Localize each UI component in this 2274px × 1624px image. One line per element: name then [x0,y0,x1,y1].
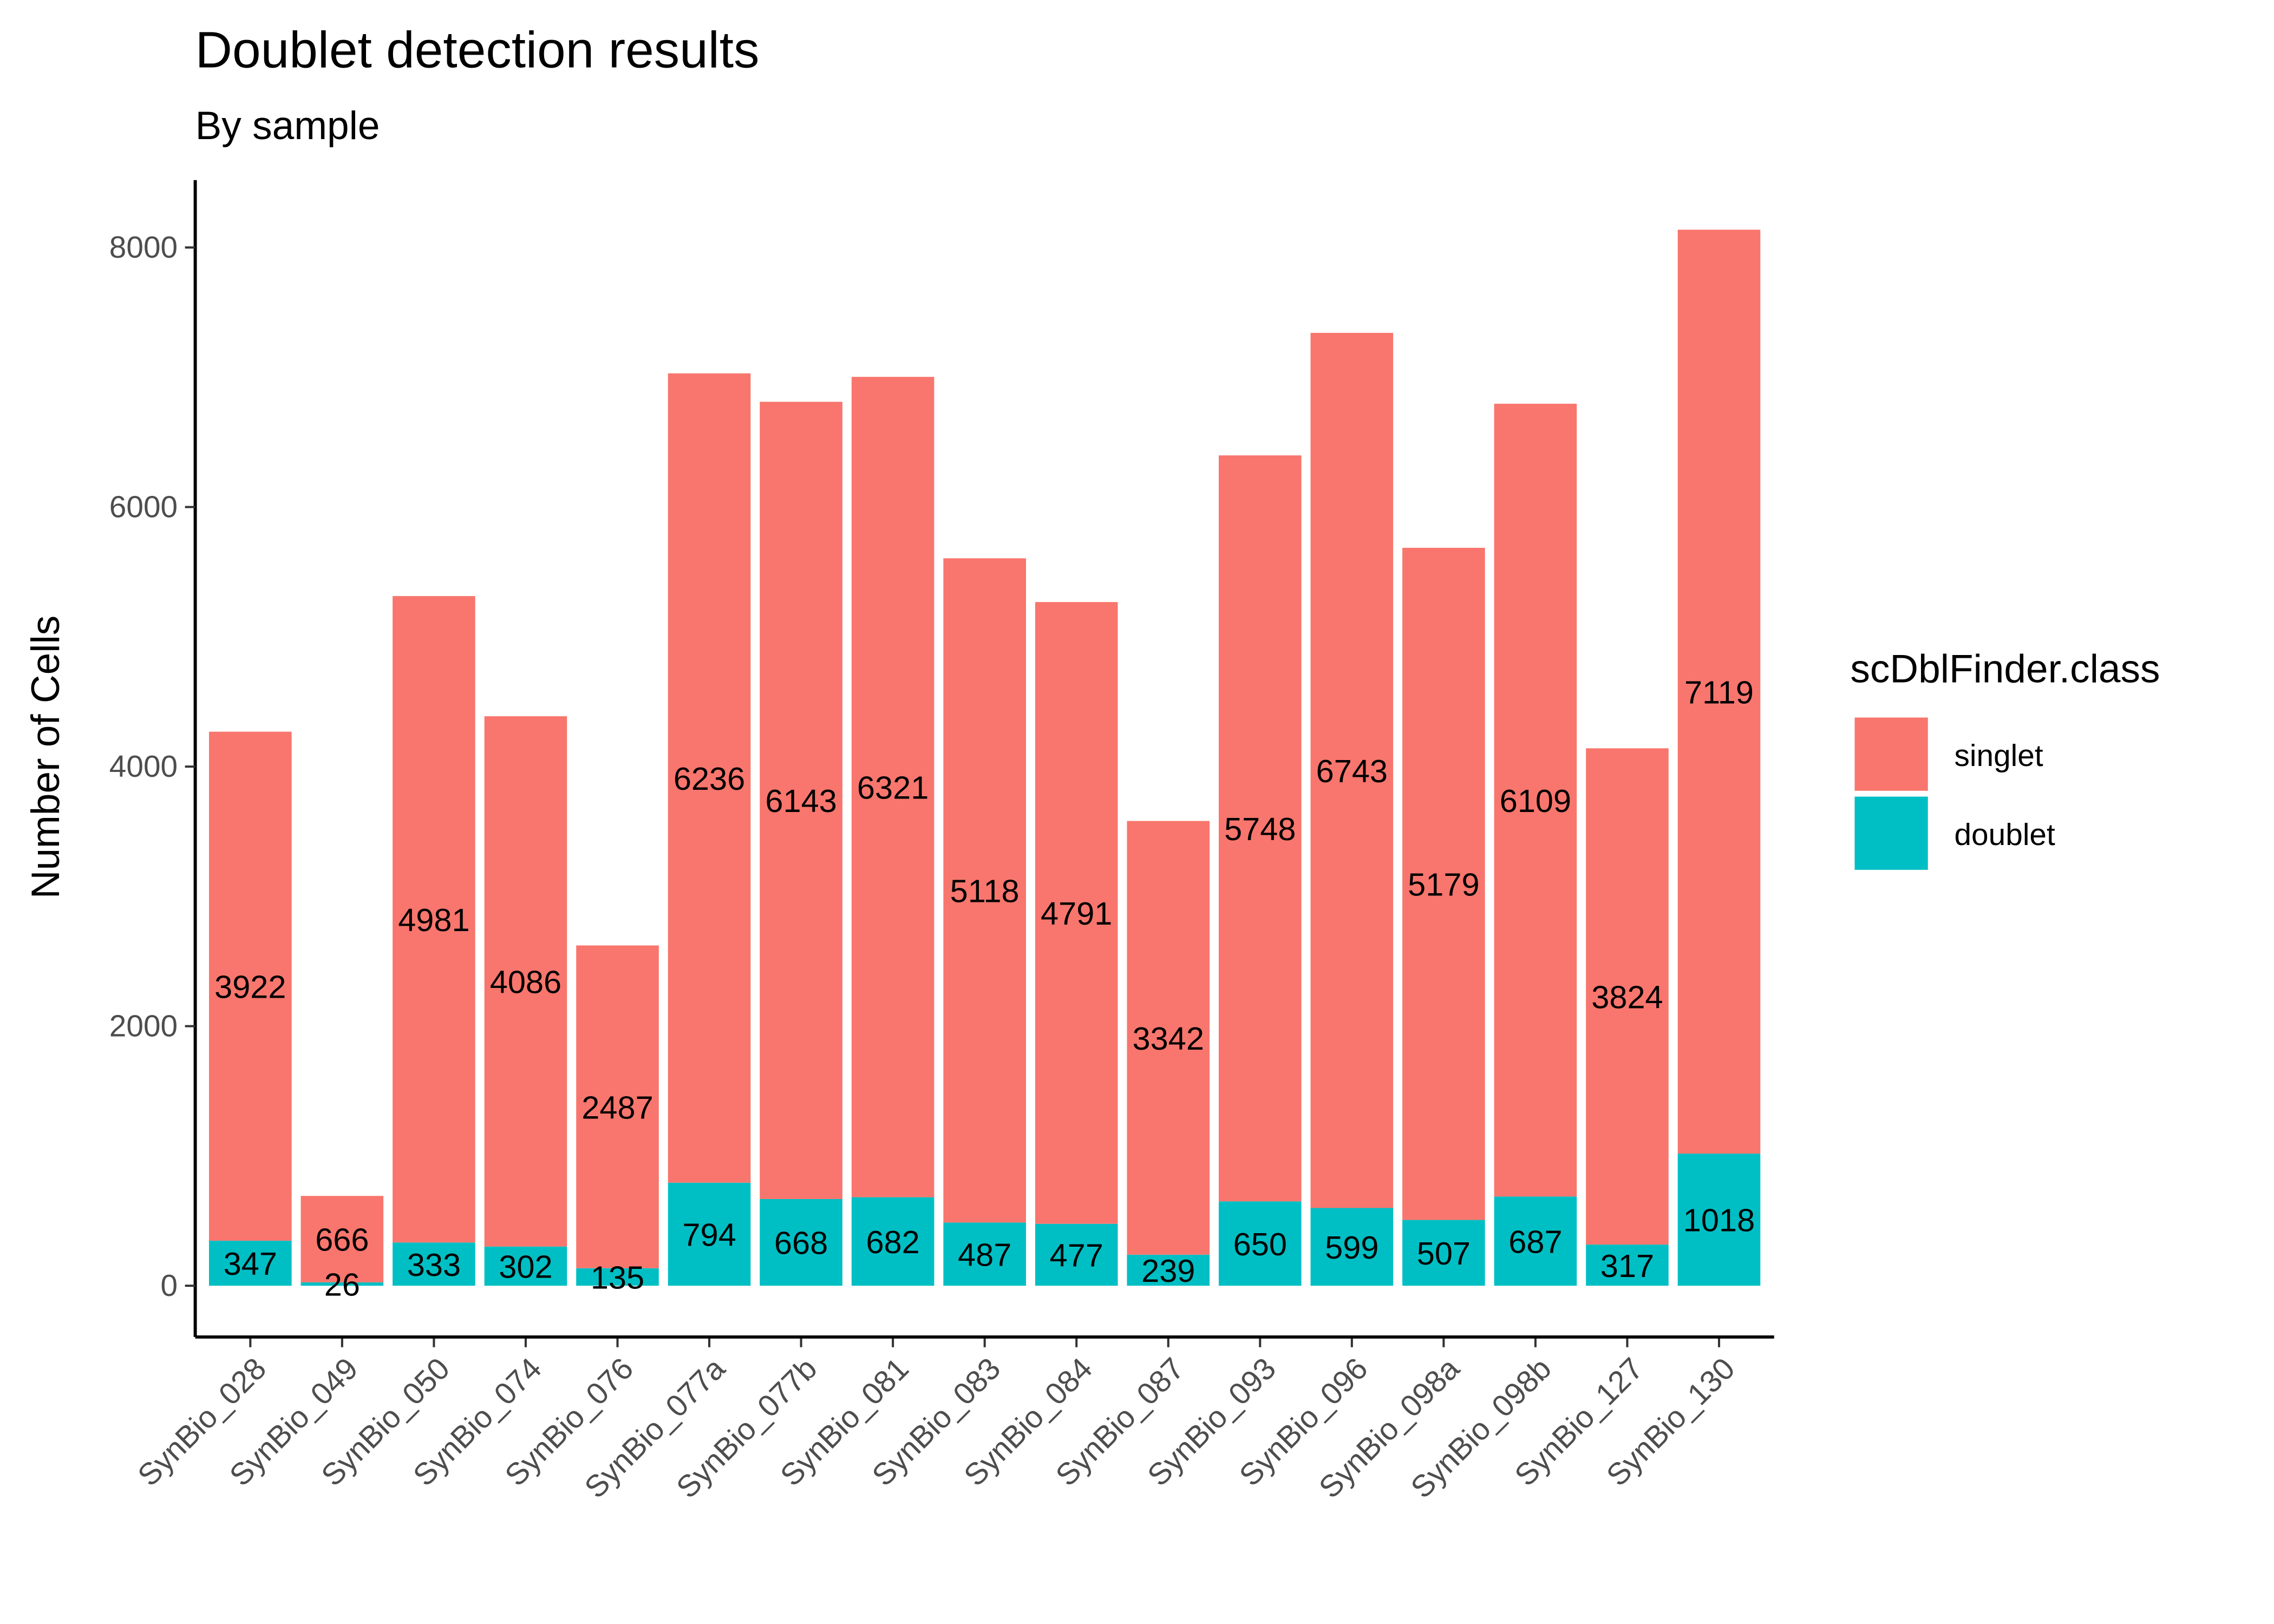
bar-singlet-SynBio_077a [668,373,751,1183]
bar-singlet-SynBio_049 [300,1196,384,1282]
chart-title: Doublet detection results [195,21,760,78]
data-label-doublet: 347 [224,1246,277,1282]
data-label-singlet: 666 [315,1222,369,1258]
data-label-singlet: 7119 [1684,674,1754,710]
data-label-doublet: 650 [1233,1226,1287,1262]
bar-doublet-SynBio_083 [943,1222,1026,1286]
bar-singlet-SynBio_098a [1402,547,1485,1220]
bar-doublet-SynBio_093 [1219,1201,1302,1286]
bar-doublet-SynBio_096 [1310,1208,1394,1286]
legend-title: scDblFinder.class [1850,647,2160,691]
bar-singlet-SynBio_081 [851,377,935,1197]
data-label-singlet: 2487 [581,1089,653,1125]
bar-singlet-SynBio_077b [760,402,842,1199]
bar-singlet-SynBio_076 [576,945,659,1268]
data-label-doublet: 599 [1325,1229,1378,1266]
data-label-singlet: 6109 [1500,783,1571,819]
data-label-doublet: 487 [958,1236,1011,1273]
bar-singlet-SynBio_096 [1310,332,1394,1208]
data-label-singlet: 5179 [1408,866,1479,902]
bar-doublet-SynBio_050 [393,1242,475,1286]
data-label-doublet: 302 [499,1249,552,1285]
data-label-singlet: 6743 [1316,753,1388,789]
data-label-singlet: 3342 [1133,1020,1204,1057]
legend-key-doublet [1854,796,1928,870]
bar-doublet-SynBio_130 [1677,1154,1761,1286]
legend-key-singlet [1854,717,1928,791]
bar-doublet-SynBio_098b [1494,1196,1577,1286]
bar-doublet-SynBio_087 [1127,1254,1210,1286]
bar-doublet-SynBio_074 [484,1246,567,1286]
bar-doublet-SynBio_077b [760,1199,842,1286]
data-label-doublet: 507 [1417,1235,1471,1272]
y-tick-label: 6000 [109,490,178,525]
data-label-singlet: 4981 [398,902,469,938]
data-label-singlet: 4086 [490,964,561,1000]
data-label-singlet: 3922 [214,968,286,1005]
data-label-singlet: 3824 [1591,979,1663,1015]
bars-group [209,230,1761,1286]
y-tick-label: 2000 [109,1010,178,1044]
data-label-doublet: 26 [324,1267,360,1303]
bar-singlet-SynBio_074 [484,716,567,1247]
y-tick-label: 0 [161,1269,178,1303]
data-label-doublet: 687 [1508,1223,1562,1260]
data-label-singlet: 6143 [765,783,837,819]
bar-singlet-SynBio_098b [1494,403,1577,1197]
data-label-singlet: 5748 [1224,811,1296,847]
bar-singlet-SynBio_093 [1219,455,1302,1202]
data-label-doublet: 135 [591,1260,644,1296]
data-label-doublet: 477 [1050,1237,1103,1274]
data-label-singlet: 4791 [1041,895,1112,932]
bar-singlet-SynBio_127 [1586,748,1669,1245]
legend-label-singlet: singlet [1954,739,2043,773]
bar-labels-group: 3922 347 666 26 4981 333 4086 302 2487 135 6236 794… [214,674,1755,1302]
data-label-doublet: 239 [1141,1253,1195,1289]
data-label-singlet: 5118 [950,873,1020,909]
y-tick-label: 4000 [109,750,178,784]
bar-singlet-SynBio_087 [1127,821,1210,1255]
y-axis: 0 2000 4000 6000 8000 [109,180,197,1337]
bar-singlet-SynBio_130 [1677,230,1761,1154]
bar-singlet-SynBio_050 [393,596,475,1243]
bar-singlet-SynBio_084 [1035,602,1118,1224]
data-label-doublet: 668 [774,1225,828,1261]
data-label-doublet: 333 [407,1247,461,1283]
data-label-singlet: 6236 [674,761,745,797]
bar-doublet-SynBio_049 [300,1282,384,1286]
bar-doublet-SynBio_076 [576,1268,659,1286]
bar-singlet-SynBio_083 [943,558,1026,1223]
bar-doublet-SynBio_028 [209,1240,292,1286]
data-label-doublet: 1018 [1683,1202,1755,1239]
bar-doublet-SynBio_081 [851,1197,935,1286]
bar-doublet-SynBio_077a [668,1182,751,1286]
legend: scDblFinder.class singlet doublet [1850,647,2160,870]
bar-doublet-SynBio_084 [1035,1223,1118,1286]
data-label-doublet: 794 [682,1217,736,1253]
data-label-singlet: 6321 [857,770,929,806]
y-axis-title: Number of Cells [24,615,68,899]
bar-singlet-SynBio_028 [209,731,292,1241]
y-tick-label: 8000 [109,231,178,265]
data-label-doublet: 317 [1600,1248,1654,1284]
chart-subtitle: By sample [195,104,380,148]
data-label-doublet: 682 [866,1224,919,1260]
bar-doublet-SynBio_127 [1586,1245,1669,1286]
legend-label-doublet: doublet [1954,818,2055,852]
bar-doublet-SynBio_098a [1402,1220,1485,1286]
